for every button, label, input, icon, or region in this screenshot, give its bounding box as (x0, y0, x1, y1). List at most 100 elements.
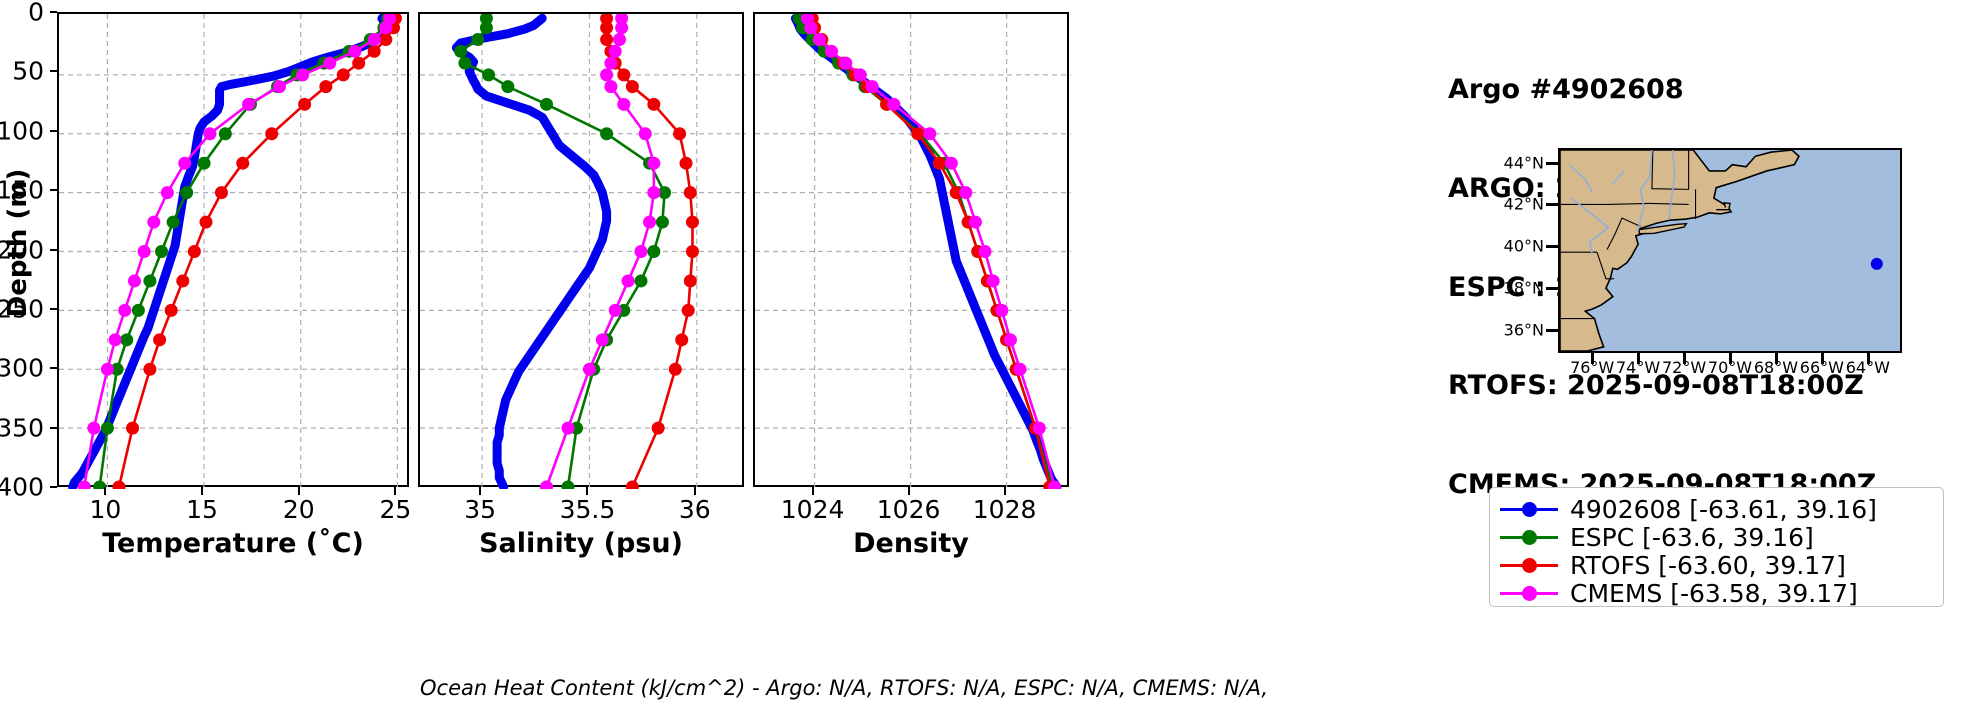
series-marker (608, 303, 622, 317)
x-axis-title: Density (853, 528, 969, 559)
series-marker (600, 21, 614, 35)
series-marker (647, 186, 661, 200)
series-marker (203, 127, 217, 141)
series-marker (600, 127, 614, 141)
depth-tick-mark (50, 486, 57, 488)
series-marker (683, 274, 697, 288)
map-lat-label: 44°N (1503, 153, 1544, 173)
series-marker (367, 44, 381, 58)
depth-tick-mark (50, 426, 57, 429)
depth-tick-mark (50, 11, 57, 13)
legend-swatch-argo (1500, 498, 1558, 520)
legend-item-espc[interactable]: ESPC [-63.6, 39.16] (1500, 523, 1933, 552)
series-marker (595, 333, 609, 347)
series-marker (615, 21, 629, 35)
series-marker (143, 274, 157, 288)
series-marker (681, 303, 695, 317)
series-marker (600, 68, 614, 82)
depth-axis: 0 50 100 150 200 250 300 350 400 (0, 0, 57, 502)
location-map-inset (1558, 148, 1902, 353)
legend-swatch-espc (1500, 526, 1558, 548)
x-tick-label: 36 (678, 495, 711, 524)
legend-swatch-rtofs (1500, 554, 1558, 576)
series-marker (911, 127, 925, 141)
series-marker (673, 127, 687, 141)
legend-label-argo: 4902608 [-63.61, 39.16] (1570, 494, 1877, 524)
series-marker (126, 421, 140, 435)
map-lon-tick (1866, 353, 1870, 364)
series-marker (323, 56, 337, 70)
map-lon-label: 68°W (1753, 358, 1799, 377)
series-marker (1003, 333, 1017, 347)
temperature-profile-panel (57, 12, 411, 489)
series-marker (178, 156, 192, 170)
map-svg (1560, 150, 1883, 351)
map-lat-tick (1546, 329, 1558, 333)
series-marker (968, 215, 982, 229)
map-lon-label: 64°W (1845, 358, 1890, 377)
depth-tick-label: 400 (0, 472, 44, 502)
series-line (68, 14, 390, 489)
x-tick-mark (907, 487, 910, 495)
series-marker (218, 127, 232, 141)
series-marker (647, 97, 661, 111)
map-lat-label: 40°N (1503, 236, 1544, 256)
series-marker (454, 44, 468, 58)
landmass-polygon (1560, 150, 1800, 351)
series-marker (604, 56, 618, 70)
map-lon-label: 70°W (1707, 358, 1753, 377)
series-marker (1032, 421, 1046, 435)
x-tick-label: 20 (282, 495, 315, 524)
map-lat-tick (1546, 245, 1558, 249)
series-marker (804, 21, 818, 35)
series-marker (137, 245, 151, 258)
profile-plot-area (420, 14, 746, 489)
series-marker (272, 80, 286, 94)
series-marker (242, 97, 256, 111)
legend-label-cmems: CMEMS [-63.58, 39.17] (1570, 578, 1858, 608)
map-lat-label: 36°N (1503, 320, 1544, 340)
series-line (797, 17, 1054, 489)
x-axis-title: Salinity (psu) (479, 528, 683, 559)
series-marker (824, 44, 838, 58)
legend-item-cmems[interactable]: CMEMS [-63.58, 39.17] (1500, 578, 1933, 608)
depth-tick-mark (50, 307, 57, 310)
series-marker (675, 333, 689, 347)
series-marker (986, 274, 1000, 288)
series-marker (1048, 480, 1062, 489)
series-marker (634, 245, 648, 258)
legend-label-rtofs: RTOFS [-63.60, 39.17] (1570, 550, 1846, 580)
series-marker (812, 33, 826, 47)
series-marker (679, 156, 693, 170)
x-tick-label: 35 (464, 495, 496, 524)
x-tick-mark (479, 487, 482, 495)
series-marker (625, 80, 639, 94)
legend-item-rtofs[interactable]: RTOFS [-63.60, 39.17] (1500, 550, 1933, 580)
series-marker (379, 33, 393, 47)
depth-tick-mark (50, 129, 57, 132)
x-tick-mark (811, 487, 814, 495)
legend-item-argo[interactable]: 4902608 [-63.61, 39.16] (1500, 494, 1933, 524)
series-marker (932, 156, 946, 170)
series-marker (612, 33, 626, 47)
series-marker (112, 480, 126, 489)
argo-float-marker (1870, 257, 1883, 270)
series-marker (479, 21, 493, 35)
series-marker (108, 333, 122, 347)
series-marker (265, 127, 279, 141)
x-tick-label: 10 (89, 495, 122, 524)
density-profile-panel (753, 12, 1071, 489)
series-marker (118, 303, 132, 317)
state-border (1649, 202, 1689, 205)
series-marker (658, 186, 672, 200)
series-marker (319, 80, 333, 94)
map-lon-tick (1591, 353, 1595, 364)
series-marker (296, 68, 310, 82)
series-marker (479, 14, 493, 25)
series-marker (685, 215, 699, 229)
series-marker (180, 186, 194, 200)
map-lat-tick (1546, 287, 1558, 291)
depth-tick-mark (50, 189, 57, 192)
series-marker (236, 156, 250, 170)
